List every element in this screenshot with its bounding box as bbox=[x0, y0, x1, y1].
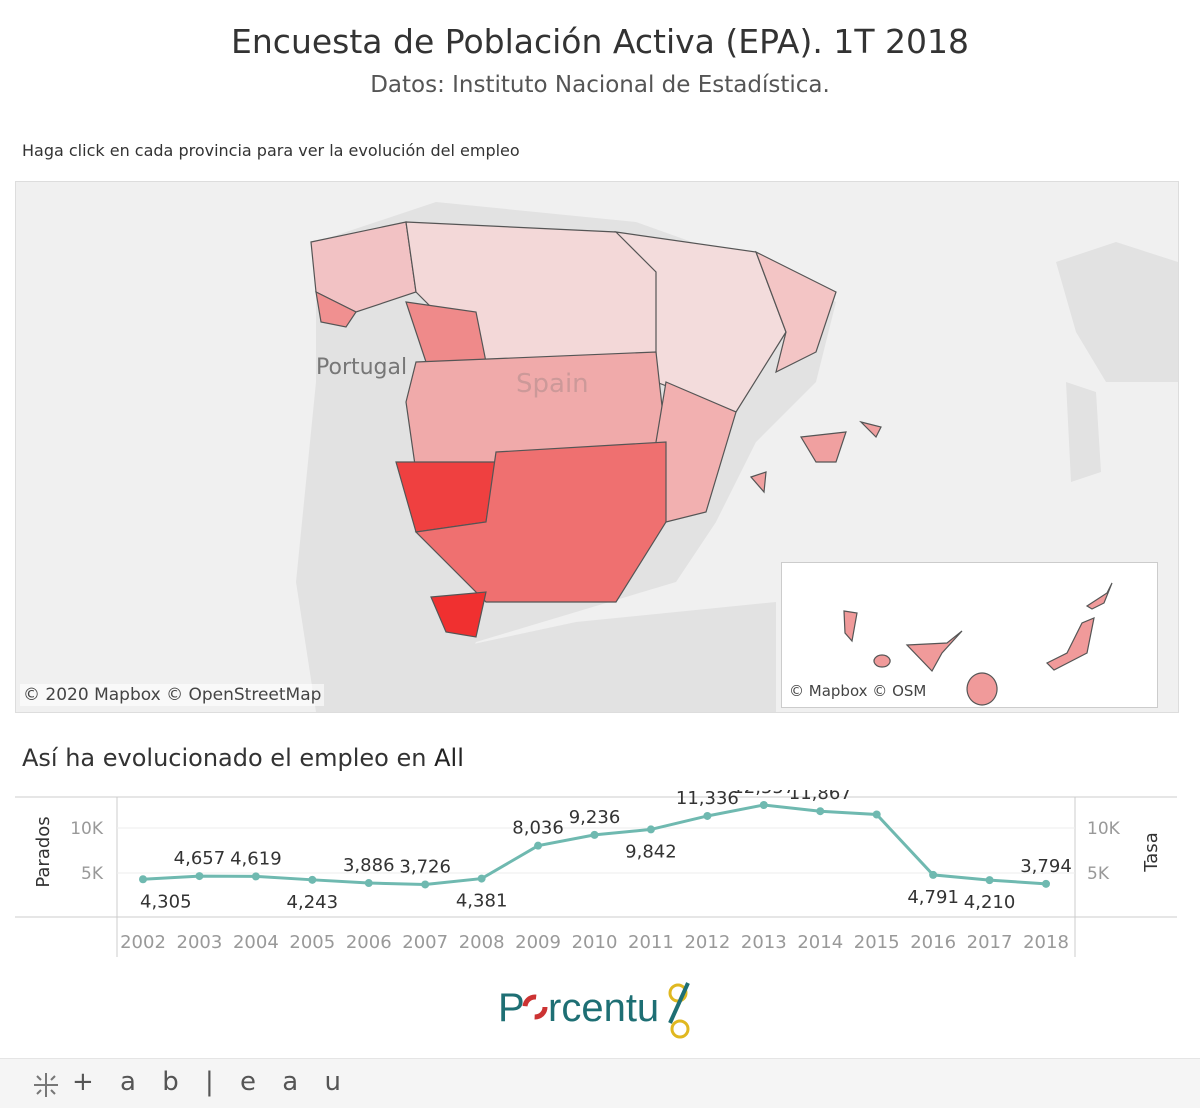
page-title: Encuesta de Población Activa (EPA). 1T 2… bbox=[231, 22, 969, 61]
data-point[interactable] bbox=[703, 811, 712, 820]
x-tick-label: 2010 bbox=[572, 932, 618, 953]
label-portugal: Portugal bbox=[316, 355, 407, 380]
y-tick-right: 10K bbox=[1087, 819, 1121, 839]
province-cadiz[interactable] bbox=[430, 591, 487, 638]
logo-ring bbox=[522, 994, 548, 1020]
tableau-logo-icon[interactable] bbox=[30, 1069, 62, 1101]
data-label: 4,381 bbox=[456, 891, 508, 912]
logo-text-rest: rcentu bbox=[548, 986, 659, 1030]
x-tick-label: 2003 bbox=[177, 932, 223, 953]
x-tick-label: 2012 bbox=[684, 932, 730, 953]
canary-islands-inset[interactable]: © Mapbox © OSM bbox=[781, 562, 1158, 708]
province-andalucia[interactable] bbox=[414, 441, 667, 603]
y-tick-left: 10K bbox=[70, 819, 104, 839]
x-tick-label: 2017 bbox=[967, 932, 1013, 953]
x-tick-label: 2011 bbox=[628, 932, 674, 953]
island-la-palma[interactable] bbox=[843, 610, 858, 643]
data-label: 12,557 bbox=[732, 790, 795, 798]
province-map[interactable]: Portugal Spain © Mapbox © OSM © 2020 Map… bbox=[15, 181, 1179, 713]
x-tick-label: 2007 bbox=[402, 932, 448, 953]
tableau-footer: + a b | e a u bbox=[0, 1058, 1200, 1108]
map-hint: Haga click en cada provincia para ver la… bbox=[22, 141, 520, 160]
y-tick-right: 5K bbox=[1087, 864, 1110, 884]
data-label: 3,886 bbox=[343, 855, 395, 876]
logo-percent-slash bbox=[668, 982, 690, 1024]
data-point[interactable] bbox=[477, 874, 486, 883]
x-tick-label: 2005 bbox=[289, 932, 335, 953]
data-point[interactable] bbox=[929, 870, 938, 879]
x-tick-label: 2008 bbox=[459, 932, 505, 953]
island-fuerteventura[interactable] bbox=[1045, 617, 1095, 671]
data-label: 9,236 bbox=[569, 807, 621, 828]
province-catalonia[interactable] bbox=[754, 250, 837, 374]
logo-percent-bottom bbox=[670, 1019, 690, 1039]
porcentual-logo: P rcentu bbox=[498, 975, 698, 1045]
chart-frame bbox=[15, 796, 1177, 957]
data-label: 4,791 bbox=[907, 887, 959, 908]
x-tick-label: 2013 bbox=[741, 932, 787, 953]
land-italy-sardinia bbox=[1056, 242, 1178, 482]
map-attribution[interactable]: © 2020 Mapbox © OpenStreetMap bbox=[20, 684, 325, 706]
island-tenerife[interactable] bbox=[905, 630, 963, 673]
canary-canvas bbox=[843, 582, 1113, 706]
chart-title-prefix: Así ha evolucionado el empleo en bbox=[22, 744, 435, 772]
tableau-wordmark[interactable]: + a b | e a u bbox=[72, 1067, 350, 1097]
x-tick-label: 2002 bbox=[120, 932, 166, 953]
data-label: 11,867 bbox=[789, 790, 852, 804]
logo-text: P bbox=[498, 986, 525, 1030]
province-galicia[interactable] bbox=[310, 221, 417, 313]
data-label: 4,657 bbox=[174, 848, 226, 869]
island-lanzarote[interactable] bbox=[1085, 582, 1113, 610]
land-africa bbox=[436, 602, 776, 712]
data-point[interactable] bbox=[195, 872, 204, 881]
data-label: 4,210 bbox=[964, 892, 1016, 913]
data-point[interactable] bbox=[139, 875, 147, 884]
data-point[interactable] bbox=[251, 872, 260, 881]
x-tick-label: 2016 bbox=[910, 932, 956, 953]
data-point[interactable] bbox=[1042, 879, 1050, 888]
province-valencia[interactable] bbox=[655, 381, 737, 523]
data-label: 4,305 bbox=[140, 891, 192, 912]
data-point[interactable] bbox=[646, 825, 655, 834]
y-axis-label-left: Parados bbox=[33, 816, 54, 887]
data-label: 9,842 bbox=[625, 841, 677, 862]
data-label: 11,336 bbox=[676, 790, 739, 809]
data-label: 8,036 bbox=[512, 818, 564, 839]
x-tick-label: 2014 bbox=[797, 932, 843, 953]
x-tick-label: 2009 bbox=[515, 932, 561, 953]
data-point[interactable] bbox=[421, 880, 430, 889]
data-point[interactable] bbox=[308, 875, 317, 884]
data-point[interactable] bbox=[985, 876, 994, 885]
page-subtitle: Datos: Instituto Nacional de Estadística… bbox=[370, 72, 830, 98]
y-tick-left: 5K bbox=[81, 864, 104, 884]
x-tick-label: 2006 bbox=[346, 932, 392, 953]
x-tick-label: 2015 bbox=[854, 932, 900, 953]
y-axis-label-right: Tasa bbox=[1141, 832, 1162, 872]
data-label: 3,726 bbox=[399, 856, 451, 877]
label-spain: Spain bbox=[516, 369, 589, 399]
data-point[interactable] bbox=[872, 810, 881, 819]
data-point[interactable] bbox=[759, 800, 768, 809]
x-tick-label: 2004 bbox=[233, 932, 279, 953]
data-point[interactable] bbox=[590, 830, 599, 839]
province-balearic[interactable] bbox=[749, 420, 882, 494]
data-point[interactable] bbox=[364, 879, 373, 888]
island-gran-canaria[interactable] bbox=[966, 672, 998, 706]
data-label: 3,794 bbox=[1020, 856, 1072, 877]
map-canvas[interactable]: Portugal Spain bbox=[16, 182, 1178, 712]
province-pontevedra[interactable] bbox=[315, 290, 357, 328]
island-la-gomera[interactable] bbox=[873, 654, 891, 668]
chart-title: Así ha evolucionado el empleo en All bbox=[22, 744, 464, 772]
data-label: 4,243 bbox=[287, 892, 339, 913]
inset-attribution[interactable]: © Mapbox © OSM bbox=[786, 681, 930, 701]
chart-title-filter: All bbox=[434, 744, 464, 772]
x-tick-label: 2018 bbox=[1023, 932, 1069, 953]
employment-line-chart[interactable]: Parados Tasa 5K 5K 10K 10K 4,305 4,657 4,619 4,… bbox=[0, 790, 1200, 960]
data-label: 4,619 bbox=[230, 848, 282, 869]
data-point[interactable] bbox=[534, 841, 543, 850]
data-point[interactable] bbox=[816, 807, 825, 816]
